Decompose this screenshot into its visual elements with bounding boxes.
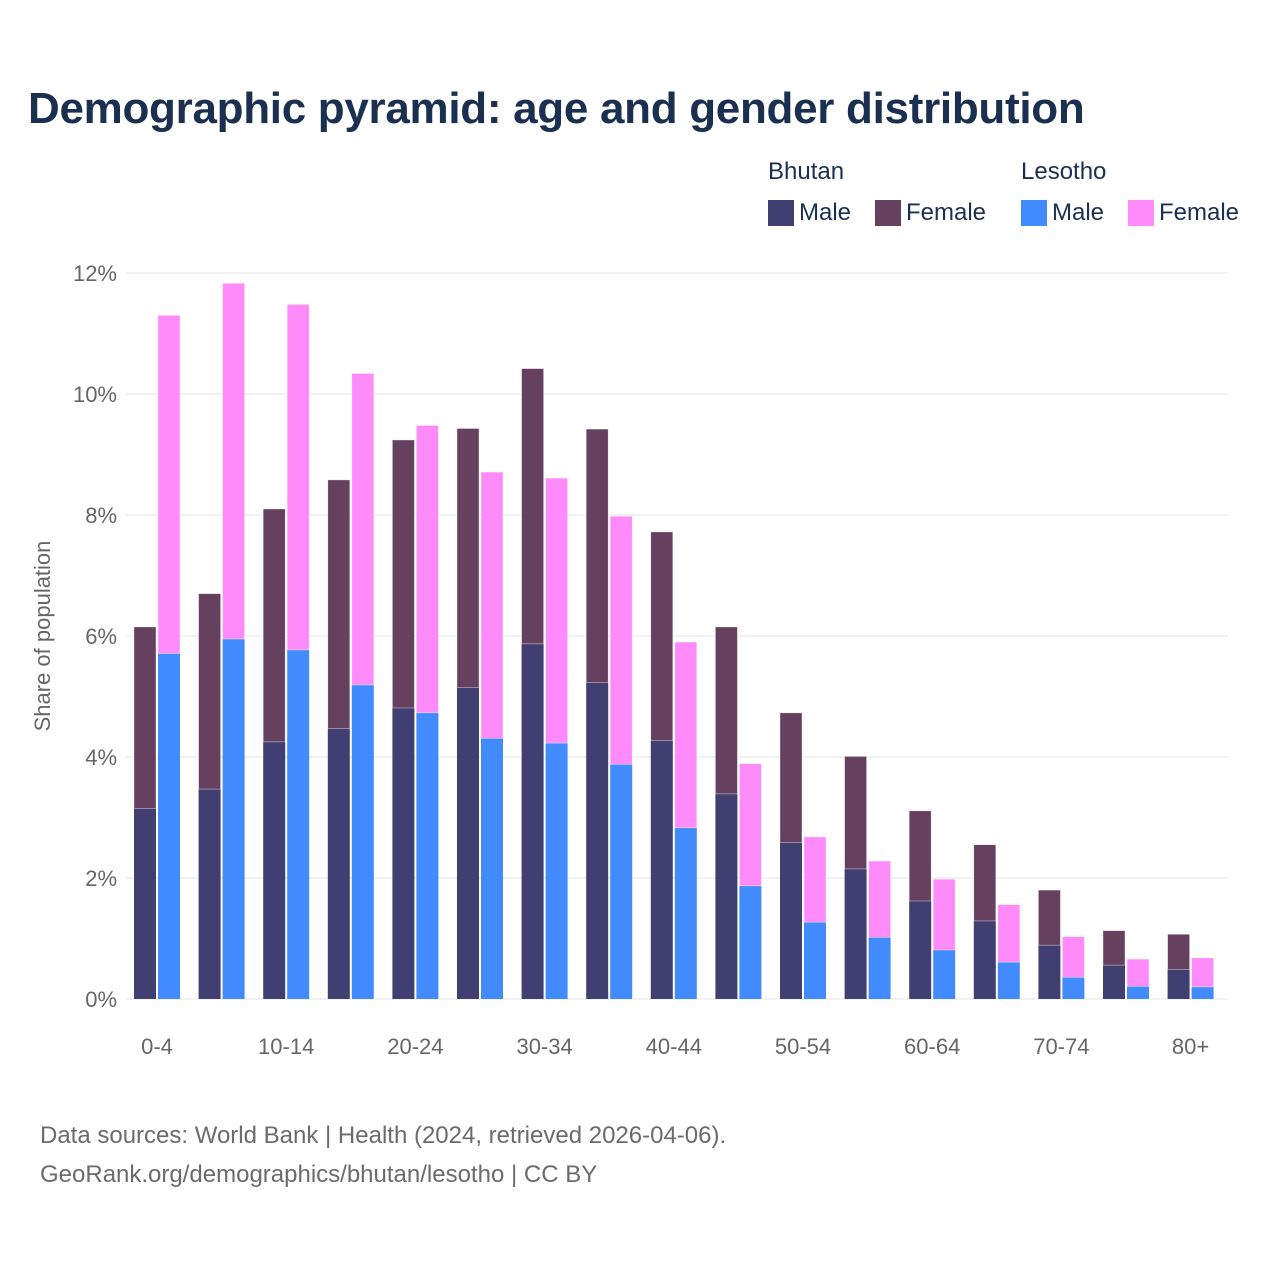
bar-bhutan-male-35-39[interactable]	[586, 682, 609, 999]
y-tick-label: 12%	[73, 261, 117, 286]
bar-bhutan-male-5-9[interactable]	[198, 789, 221, 999]
x-tick-label: 70-74	[1033, 1034, 1089, 1059]
x-tick-label: 60-64	[904, 1034, 960, 1059]
bar-lesotho-male-70-74[interactable]	[1062, 977, 1085, 999]
bar-lesotho-female-75-79[interactable]	[1126, 958, 1150, 987]
y-tick-label: 2%	[85, 866, 117, 891]
bar-lesotho-male-75-79[interactable]	[1127, 986, 1149, 999]
y-tick-label: 8%	[85, 503, 117, 528]
bar-lesotho-female-60-64[interactable]	[932, 878, 956, 951]
bar-lesotho-female-45-49[interactable]	[739, 763, 762, 887]
bar-bhutan-male-15-19[interactable]	[327, 728, 350, 999]
y-axis-ticks: 0% 2% 4% 6% 8% 10% 12%	[73, 261, 117, 1012]
bar-lesotho-male-60-64[interactable]	[933, 949, 956, 999]
bar-lesotho-male-10-14[interactable]	[287, 649, 310, 999]
bar-lesotho-male-35-39[interactable]	[610, 764, 633, 999]
bar-bhutan-female-50-54[interactable]	[779, 712, 803, 843]
bar-lesotho-male-55-59[interactable]	[868, 937, 891, 999]
bar-bhutan-male-50-54[interactable]	[780, 842, 802, 999]
y-tick-label: 10%	[73, 382, 117, 407]
bar-bhutan-male-30-34[interactable]	[521, 643, 544, 999]
bar-bhutan-male-75-79[interactable]	[1103, 965, 1125, 999]
bar-lesotho-male-50-54[interactable]	[804, 922, 826, 999]
bar-bhutan-female-75-79[interactable]	[1102, 930, 1126, 966]
bar-bhutan-male-65-69[interactable]	[973, 920, 996, 999]
bar-lesotho-female-40-44[interactable]	[674, 641, 698, 829]
x-tick-label: 30-34	[516, 1034, 572, 1059]
bar-lesotho-female-80+[interactable]	[1191, 957, 1214, 988]
bar-bhutan-male-40-44[interactable]	[650, 740, 673, 999]
bar-bhutan-female-25-29[interactable]	[456, 428, 480, 688]
bar-bhutan-female-0-4[interactable]	[133, 626, 157, 809]
y-tick-label: 4%	[85, 745, 117, 770]
bar-bhutan-male-70-74[interactable]	[1038, 945, 1061, 999]
bar-lesotho-female-5-9[interactable]	[222, 282, 245, 640]
bar-lesotho-male-25-29[interactable]	[481, 738, 503, 999]
footer-sources: Data sources: World Bank | Health (2024,…	[40, 1122, 727, 1149]
bar-lesotho-female-35-39[interactable]	[609, 515, 633, 765]
bar-bhutan-female-20-24[interactable]	[392, 439, 415, 709]
bar-lesotho-female-0-4[interactable]	[157, 315, 181, 654]
x-tick-label: 20-24	[387, 1034, 443, 1059]
bars	[133, 282, 1214, 999]
bar-lesotho-male-20-24[interactable]	[416, 712, 439, 999]
footer: Data sources: World Bank | Health (2024,…	[40, 1116, 726, 1194]
bar-lesotho-female-55-59[interactable]	[868, 860, 891, 938]
bar-bhutan-male-55-59[interactable]	[844, 868, 867, 999]
bar-bhutan-female-45-49[interactable]	[715, 626, 738, 795]
y-axis-title: Share of population	[30, 541, 55, 732]
bar-lesotho-male-40-44[interactable]	[674, 827, 697, 999]
y-tick-label: 0%	[85, 987, 117, 1012]
x-axis-ticks: 0-4 10-14 20-24 30-34 40-44 50-54 60-64 70-74 80…	[141, 1034, 1209, 1059]
bar-lesotho-male-65-69[interactable]	[997, 962, 1020, 999]
x-tick-label: 50-54	[775, 1034, 831, 1059]
bar-lesotho-female-70-74[interactable]	[1062, 936, 1085, 978]
bar-bhutan-female-10-14[interactable]	[262, 508, 286, 743]
chart-title: Demographic pyramid: age and gender dist…	[28, 84, 1085, 133]
bar-lesotho-male-30-34[interactable]	[545, 743, 568, 999]
bar-bhutan-male-10-14[interactable]	[263, 741, 286, 999]
bar-bhutan-female-70-74[interactable]	[1038, 889, 1061, 946]
bar-lesotho-female-65-69[interactable]	[997, 904, 1021, 963]
bar-bhutan-male-25-29[interactable]	[457, 687, 479, 999]
x-tick-label: 40-44	[646, 1034, 702, 1059]
bar-bhutan-male-80+[interactable]	[1167, 969, 1190, 999]
chart-area: 0% 2% 4% 6% 8% 10% 12% 0-4 10-14 20-24 30-34 40-44…	[30, 261, 1228, 1059]
bar-bhutan-female-35-39[interactable]	[585, 428, 609, 683]
bar-lesotho-male-45-49[interactable]	[739, 885, 762, 999]
bar-bhutan-female-15-19[interactable]	[327, 479, 351, 729]
bar-lesotho-male-80+[interactable]	[1191, 986, 1214, 999]
x-tick-label: 10-14	[258, 1034, 314, 1059]
bar-bhutan-female-40-44[interactable]	[650, 531, 674, 741]
bar-bhutan-male-60-64[interactable]	[909, 900, 932, 999]
bar-bhutan-male-45-49[interactable]	[715, 793, 738, 999]
bar-lesotho-female-50-54[interactable]	[803, 836, 827, 923]
bar-bhutan-female-60-64[interactable]	[908, 810, 932, 902]
bar-lesotho-male-5-9[interactable]	[222, 639, 245, 999]
y-tick-label: 6%	[85, 624, 117, 649]
bar-lesotho-female-15-19[interactable]	[351, 373, 375, 686]
x-tick-label: 0-4	[141, 1034, 173, 1059]
bar-lesotho-female-30-34[interactable]	[545, 477, 568, 744]
x-tick-label: 80+	[1172, 1034, 1209, 1059]
bar-bhutan-female-30-34[interactable]	[521, 368, 544, 645]
bar-lesotho-female-20-24[interactable]	[416, 425, 439, 714]
bar-bhutan-male-0-4[interactable]	[134, 808, 156, 999]
bar-bhutan-female-55-59[interactable]	[844, 756, 867, 870]
bar-lesotho-female-10-14[interactable]	[286, 304, 310, 651]
bar-lesotho-male-0-4[interactable]	[158, 653, 180, 999]
bar-lesotho-female-25-29[interactable]	[480, 471, 504, 739]
bar-lesotho-male-15-19[interactable]	[351, 685, 374, 999]
footer-link[interactable]: GeoRank.org/demographics/bhutan/lesotho …	[40, 1161, 598, 1188]
bar-bhutan-female-5-9[interactable]	[198, 593, 221, 790]
bar-bhutan-female-65-69[interactable]	[973, 844, 997, 922]
bar-bhutan-female-80+[interactable]	[1167, 933, 1190, 970]
bar-bhutan-male-20-24[interactable]	[392, 707, 415, 999]
